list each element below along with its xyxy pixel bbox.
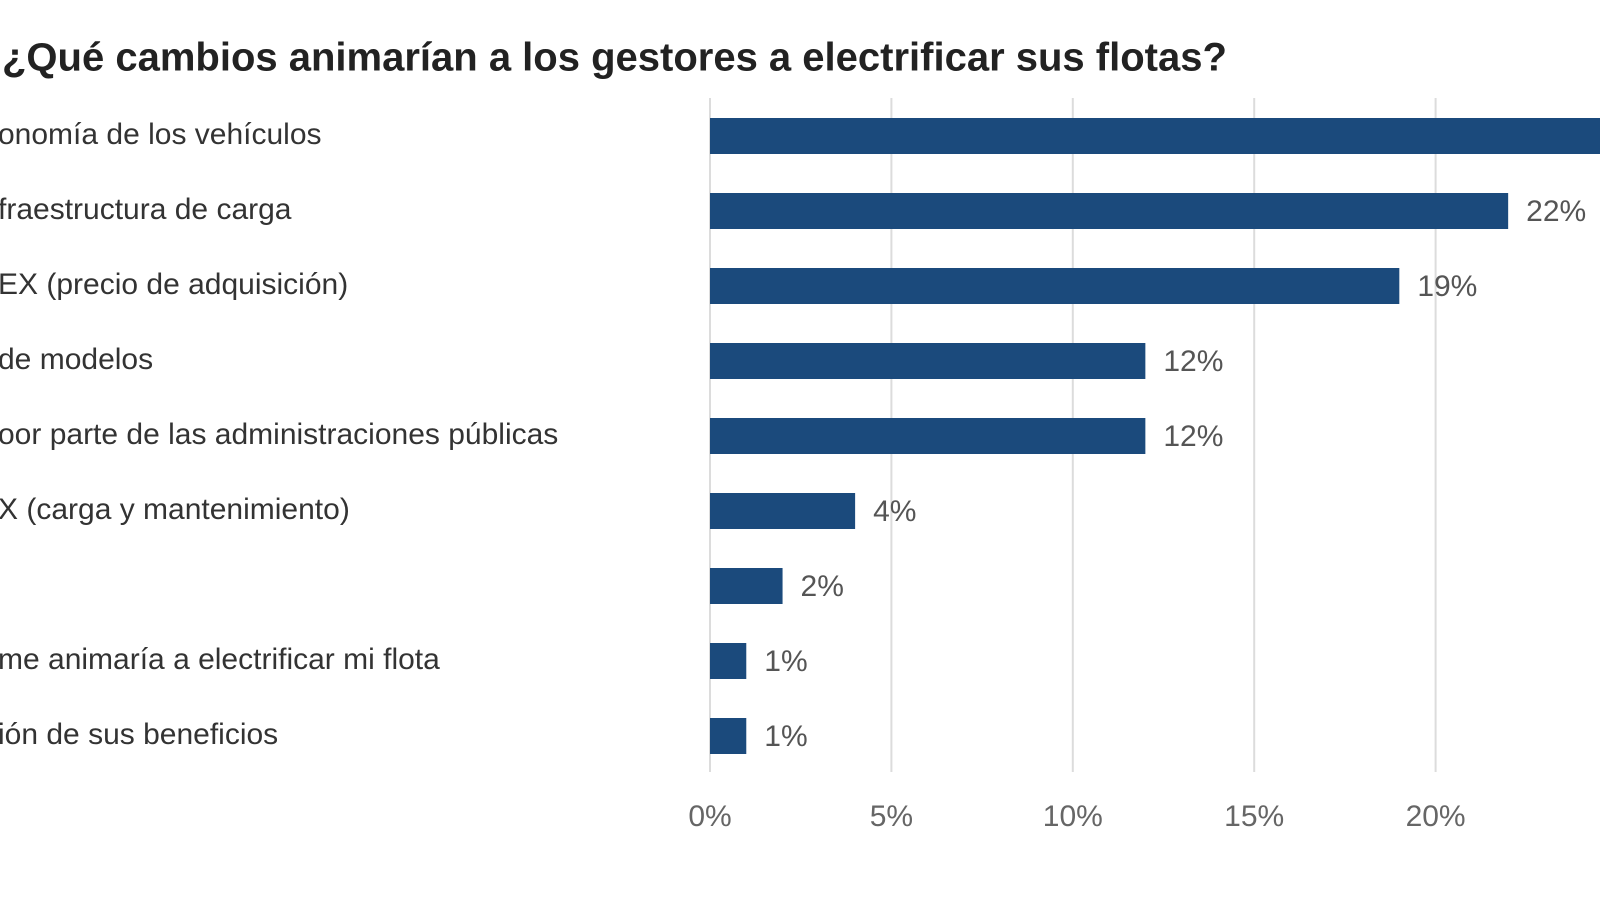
bar [710, 118, 1600, 154]
bar [710, 418, 1146, 454]
value-label: 12% [1163, 420, 1223, 453]
x-tick-label: 10% [1043, 800, 1103, 833]
category-label: EX (precio de adquisición) [0, 268, 348, 301]
bar [710, 568, 783, 604]
category-label: X (carga y mantenimiento) [0, 493, 350, 526]
category-label: onomía de los vehículos [0, 118, 322, 151]
value-label: 19% [1417, 270, 1477, 303]
value-label: 22% [1526, 195, 1586, 228]
value-label: 12% [1163, 345, 1223, 378]
x-tick-label: 5% [870, 800, 913, 833]
x-tick-label: 15% [1224, 800, 1284, 833]
bar [710, 643, 747, 679]
category-label: ión de sus beneficios [0, 718, 278, 751]
chart-title: ¿Qué cambios animarían a los gestores a … [2, 36, 1227, 80]
category-label: oor parte de las administraciones públic… [0, 418, 558, 451]
bar [710, 268, 1400, 304]
category-label: me animaría a electrificar mi flota [0, 643, 440, 676]
x-tick-label: 20% [1406, 800, 1466, 833]
bar [710, 343, 1146, 379]
category-label: fraestructura de carga [0, 193, 292, 226]
bar [710, 193, 1509, 229]
value-label: 1% [764, 645, 807, 678]
value-label: 1% [764, 720, 807, 753]
category-label: de modelos [0, 343, 153, 376]
x-tick-label: 0% [688, 800, 731, 833]
bar [710, 718, 747, 754]
bar [710, 493, 856, 529]
value-label: 2% [801, 570, 844, 603]
value-label: 4% [873, 495, 916, 528]
